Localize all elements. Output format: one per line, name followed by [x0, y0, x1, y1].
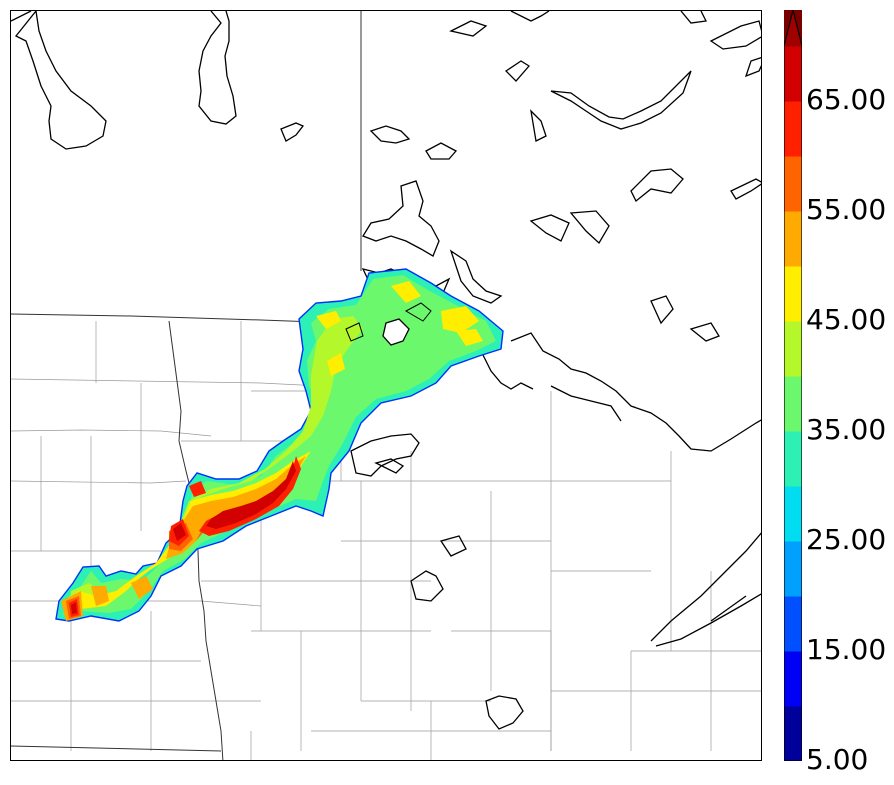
field-layer-lime: [69, 316, 363, 611]
colorbar-swatch: [784, 376, 802, 432]
colorbar-swatch: [784, 211, 802, 267]
colorbar-swatch: [784, 486, 802, 542]
colorbar-swatch: [784, 596, 802, 652]
map-canvas: [11, 11, 761, 760]
colorbar-swatch: [784, 266, 802, 322]
colorbar-extend-arrow: [784, 0, 802, 46]
shoreline-detail: [345, 302, 432, 342]
map-panel: [10, 10, 762, 761]
colorbar-label-25: 25.00: [806, 523, 887, 556]
colorbar-label-35: 35.00: [806, 413, 887, 446]
colorbar-label-65: 65.00: [806, 83, 887, 116]
colorbar-swatch: [784, 651, 802, 707]
colorbar-swatch: [784, 541, 802, 597]
field-layer-red: [69, 456, 301, 617]
colorbar-swatch: [784, 431, 802, 487]
field-layer-green: [63, 275, 496, 615]
colorbar-swatches: [783, 0, 803, 762]
county-boundaries: [11, 321, 761, 760]
precip-field: [55, 268, 504, 622]
colorbar-swatch: [784, 101, 802, 157]
colorbar-label-45: 45.00: [806, 303, 887, 336]
coastlines: [11, 11, 761, 730]
colorbar: [783, 0, 803, 762]
lake-outline: [382, 318, 410, 346]
colorbar-swatch: [784, 156, 802, 212]
colorbar-label-15: 15.00: [806, 633, 887, 666]
colorbar-label-5: 5.00: [806, 743, 869, 776]
colorbar-swatch: [784, 321, 802, 377]
colorbar-swatch: [784, 46, 802, 102]
colorbar-swatch: [784, 706, 802, 762]
colorbar-label-55: 55.00: [806, 193, 887, 226]
